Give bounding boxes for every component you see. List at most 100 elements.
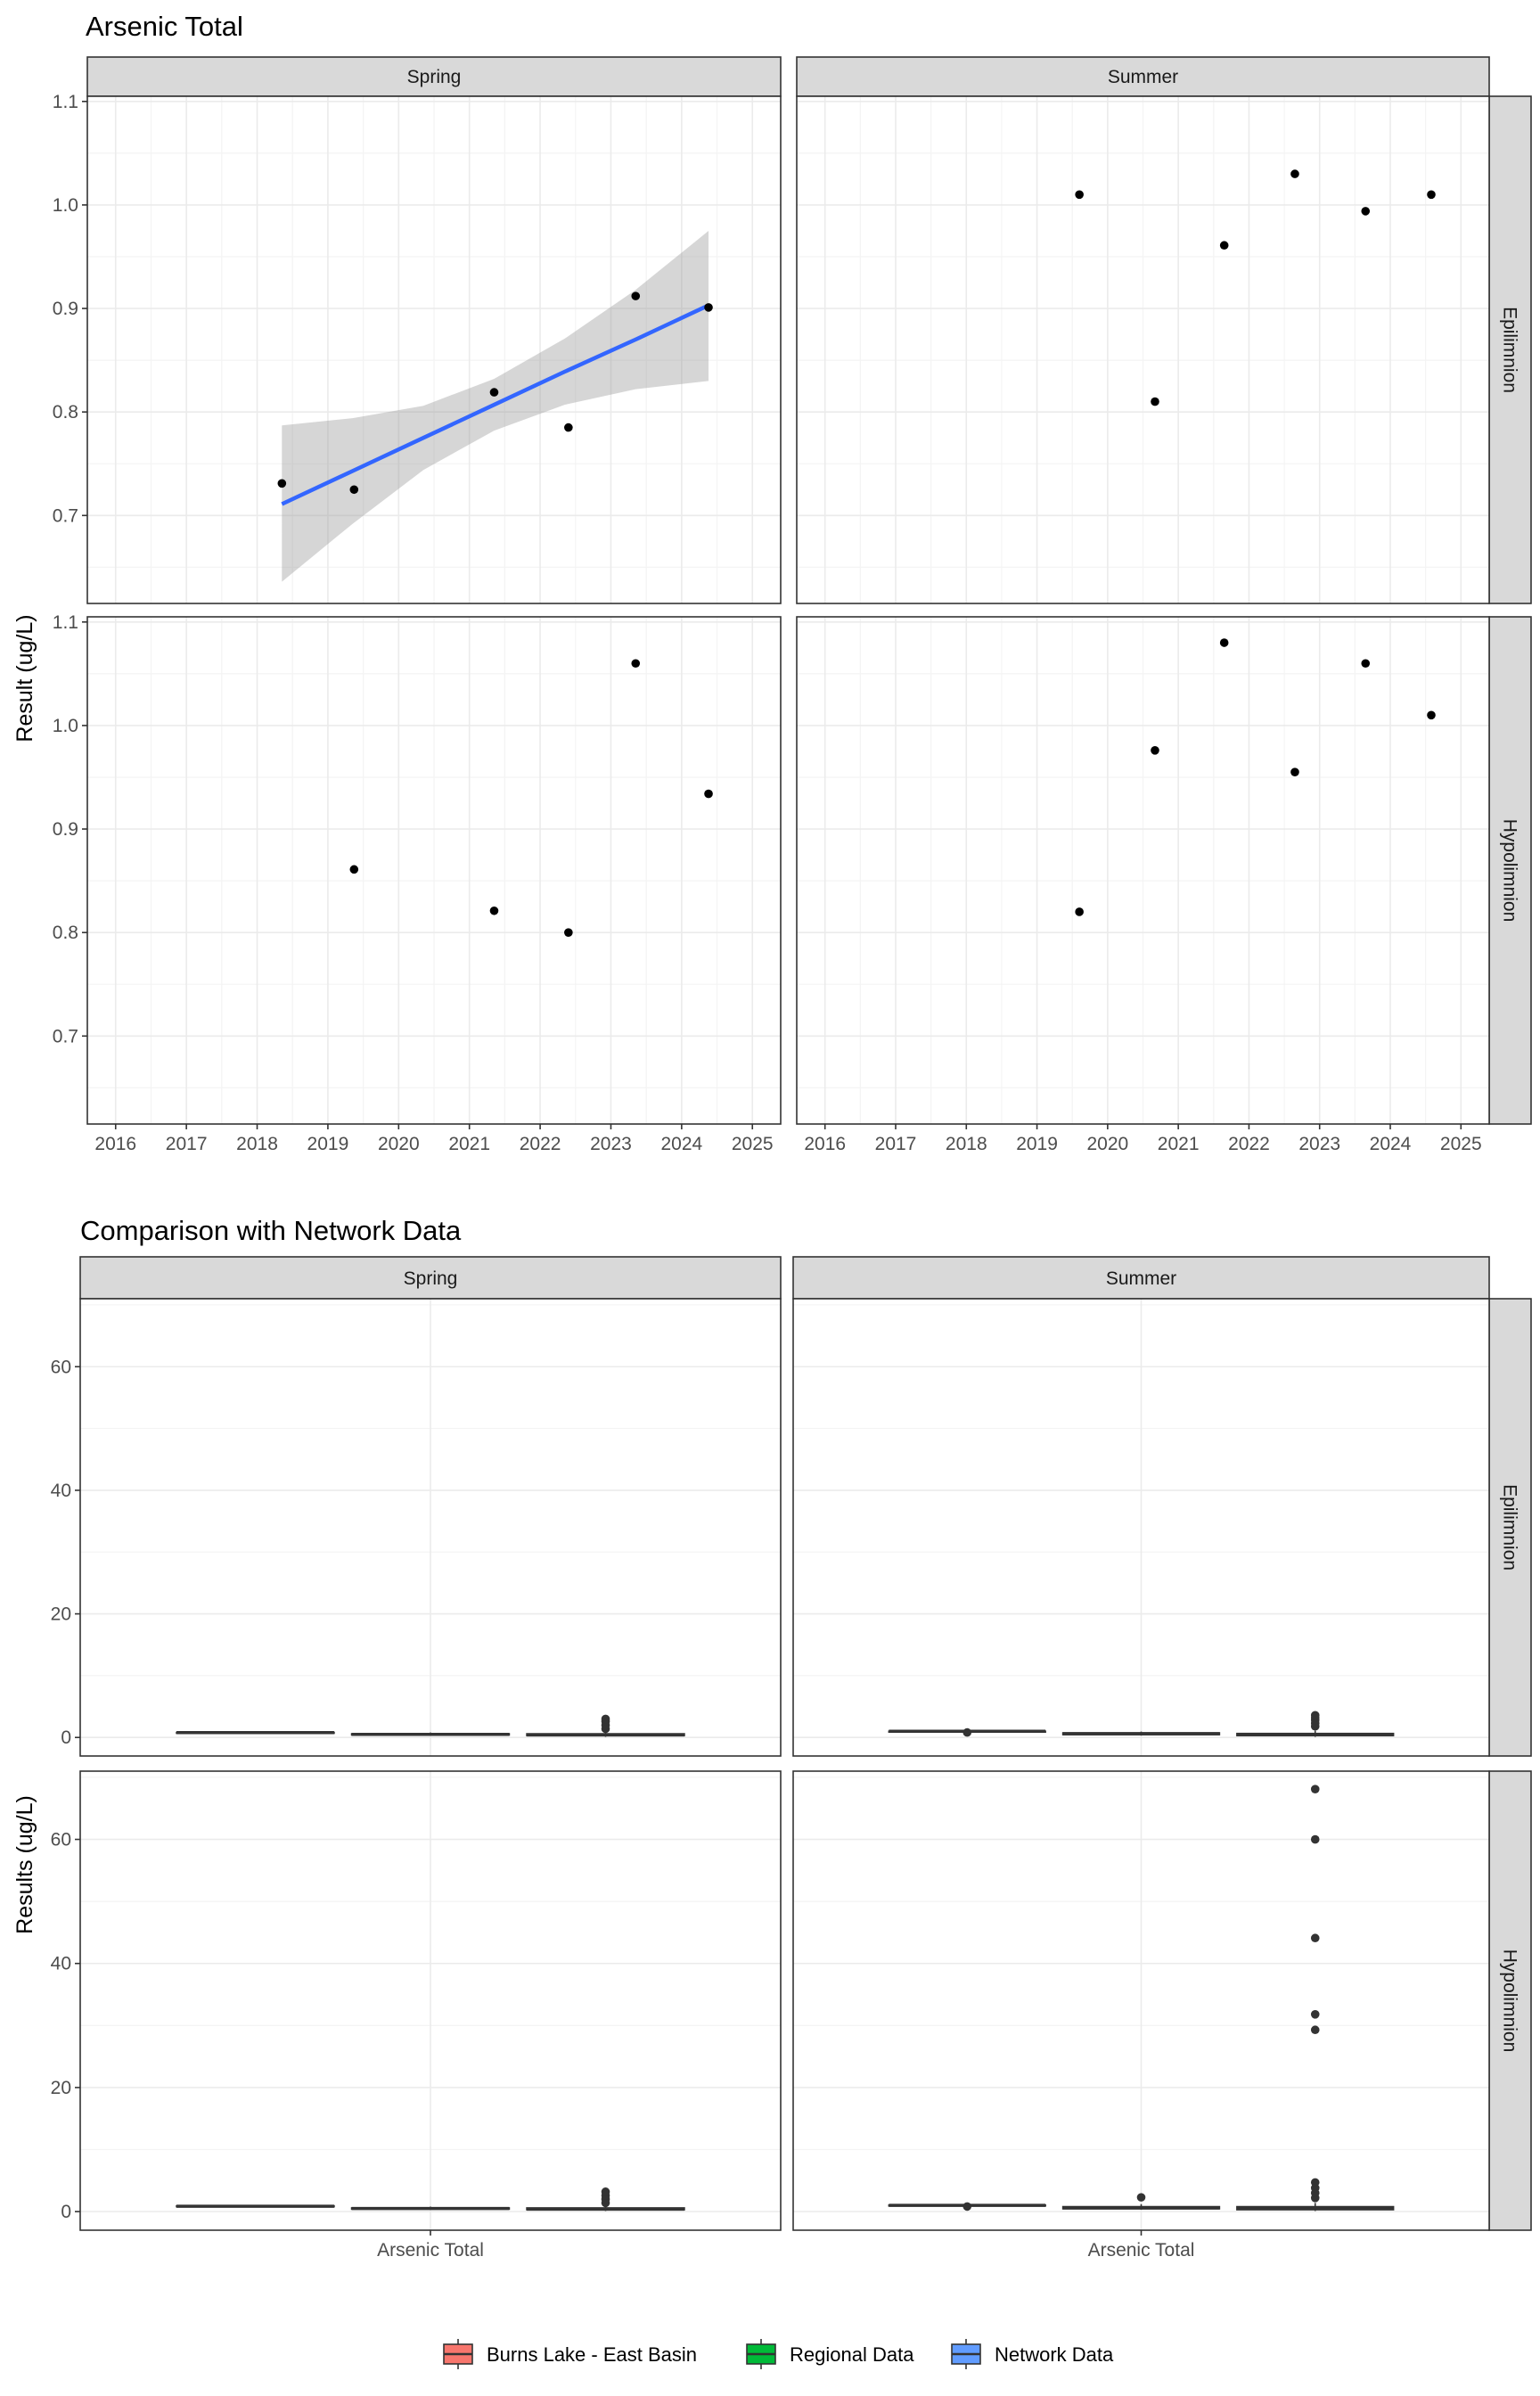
data-point xyxy=(631,659,641,669)
data-point xyxy=(564,928,573,937)
chart1-strip-label: Summer xyxy=(1108,67,1178,87)
chart1-x-tick-label: 2021 xyxy=(1158,1134,1200,1154)
chart2-panel-border xyxy=(792,1298,1490,1757)
chart1-y-tick-label: 1.1 xyxy=(53,612,78,633)
legend-label: Regional Data xyxy=(790,2343,914,2366)
chart1-y-tick-label: 0.9 xyxy=(53,299,78,319)
chart1-x-tick-label: 2018 xyxy=(946,1134,987,1154)
data-point xyxy=(1075,190,1084,200)
legend-label: Network Data xyxy=(995,2343,1114,2366)
box-outlier xyxy=(601,2187,610,2196)
chart1-x-tick-label: 2017 xyxy=(875,1134,917,1154)
data-point xyxy=(704,303,713,312)
box-outlier xyxy=(1310,2025,1320,2035)
chart1-y-tick-label: 0.7 xyxy=(53,505,78,526)
chart1-strip-hypolimnion xyxy=(1488,616,1532,1125)
chart1-strip-label: Hypolimnion xyxy=(1500,819,1520,923)
data-point xyxy=(564,423,573,432)
data-point xyxy=(1219,241,1229,250)
chart1-panel-border xyxy=(86,95,782,604)
chart1-strip-spring xyxy=(86,56,782,97)
chart1-x-tick-label: 2024 xyxy=(660,1134,702,1154)
chart2-x-tick-label: Arsenic Total xyxy=(377,2240,484,2261)
chart2-y-tick-label: 40 xyxy=(51,1481,71,1501)
chart2-strip-epilimnion xyxy=(1488,1298,1532,1757)
chart1-x-tick-label: 2017 xyxy=(166,1134,208,1154)
chart1-x-tick-label: 2021 xyxy=(448,1134,490,1154)
chart2-y-axis-label: Results (ug/L) xyxy=(12,1795,37,1934)
chart2-strip-label: Hypolimnion xyxy=(1500,1949,1520,2053)
data-point xyxy=(277,479,287,488)
chart2-strip-label: Summer xyxy=(1106,1268,1176,1289)
chart1-x-tick-label: 2020 xyxy=(1086,1134,1128,1154)
chart2-strip-summer xyxy=(792,1256,1490,1300)
data-point xyxy=(1290,169,1299,178)
chart1-x-tick-label: 2018 xyxy=(236,1134,278,1154)
chart2-panel-border xyxy=(79,1298,782,1757)
data-point xyxy=(631,291,641,300)
box-outlier xyxy=(1310,2178,1320,2187)
chart2-strip-label: Epilimnion xyxy=(1500,1484,1520,1571)
chart1-y-tick-label: 0.9 xyxy=(53,819,78,840)
chart1-x-tick-label: 2019 xyxy=(307,1134,349,1154)
box-outlier xyxy=(1310,1933,1320,1943)
chart1-x-tick-label: 2020 xyxy=(378,1134,420,1154)
chart2-y-tick-label: 0 xyxy=(61,2202,71,2222)
box-outlier xyxy=(962,1727,972,1737)
chart1-x-tick-label: 2022 xyxy=(1228,1134,1270,1154)
chart2-x-tick-label: Arsenic Total xyxy=(1088,2240,1195,2261)
box-outlier xyxy=(1310,2010,1320,2019)
chart1-title: Arsenic Total xyxy=(86,11,243,42)
chart2-strip-label: Spring xyxy=(404,1268,458,1289)
chart1-y-tick-label: 1.0 xyxy=(53,716,78,736)
chart1-x-tick-label: 2023 xyxy=(590,1134,632,1154)
chart2-y-tick-label: 20 xyxy=(51,1604,71,1625)
chart1-strip-label: Spring xyxy=(407,67,462,87)
chart1-y-tick-label: 1.1 xyxy=(53,92,78,112)
data-point xyxy=(1290,767,1299,776)
data-point xyxy=(1427,710,1436,720)
chart1-y-tick-label: 0.7 xyxy=(53,1026,78,1046)
chart2-strip-spring xyxy=(79,1256,782,1300)
box-outlier xyxy=(601,1714,610,1724)
chart1-y-tick-label: 0.8 xyxy=(53,402,78,423)
data-point xyxy=(1219,638,1229,647)
legend: Burns Lake - East Basin Regional Data Netw… xyxy=(442,2339,1114,2369)
chart2-facets: Spring Summer Epilimnion Hypolimnion 0 20 40 60… xyxy=(51,1256,1532,2261)
data-point xyxy=(1075,907,1084,916)
box-outlier xyxy=(962,2202,972,2211)
chart1-x-tick-label: 2016 xyxy=(804,1134,846,1154)
chart2-y-tick-label: 20 xyxy=(51,2078,71,2098)
chart1-x-tick-label: 2019 xyxy=(1016,1134,1058,1154)
chart2-title: Comparison with Network Data xyxy=(80,1215,462,1246)
data-point xyxy=(704,789,713,799)
chart1-panel-border xyxy=(796,95,1490,604)
data-point xyxy=(349,865,359,874)
chart1-x-tick-label: 2022 xyxy=(520,1134,561,1154)
chart1-panel-border xyxy=(86,616,782,1125)
chart2-y-tick-label: 60 xyxy=(51,1357,71,1377)
chart1-x-tick-label: 2023 xyxy=(1298,1134,1340,1154)
chart1-y-tick-label: 0.8 xyxy=(53,923,78,943)
data-point xyxy=(1427,190,1436,200)
data-point xyxy=(1151,397,1159,406)
chart2-y-tick-label: 60 xyxy=(51,1830,71,1850)
chart2-y-tick-label: 40 xyxy=(51,1954,71,1974)
box-outlier xyxy=(1136,2193,1146,2202)
chart1-panel-border xyxy=(796,616,1490,1125)
box-outlier xyxy=(1310,1834,1320,1844)
data-point xyxy=(489,906,499,915)
chart1-y-axis-label: Result (ug/L) xyxy=(12,614,37,742)
box-outlier xyxy=(1310,1785,1320,1793)
box-outlier xyxy=(1310,1711,1320,1720)
legend-label: Burns Lake - East Basin xyxy=(487,2343,697,2366)
chart1-x-tick-label: 2024 xyxy=(1370,1134,1412,1154)
chart1-strip-label: Epilimnion xyxy=(1500,307,1520,393)
data-point xyxy=(1361,207,1371,216)
chart1-strip-summer xyxy=(796,56,1490,97)
data-point xyxy=(489,388,499,397)
chart1-y-tick-label: 1.0 xyxy=(53,195,78,216)
chart1-x-tick-label: 2016 xyxy=(94,1134,136,1154)
trend-line xyxy=(281,303,709,506)
